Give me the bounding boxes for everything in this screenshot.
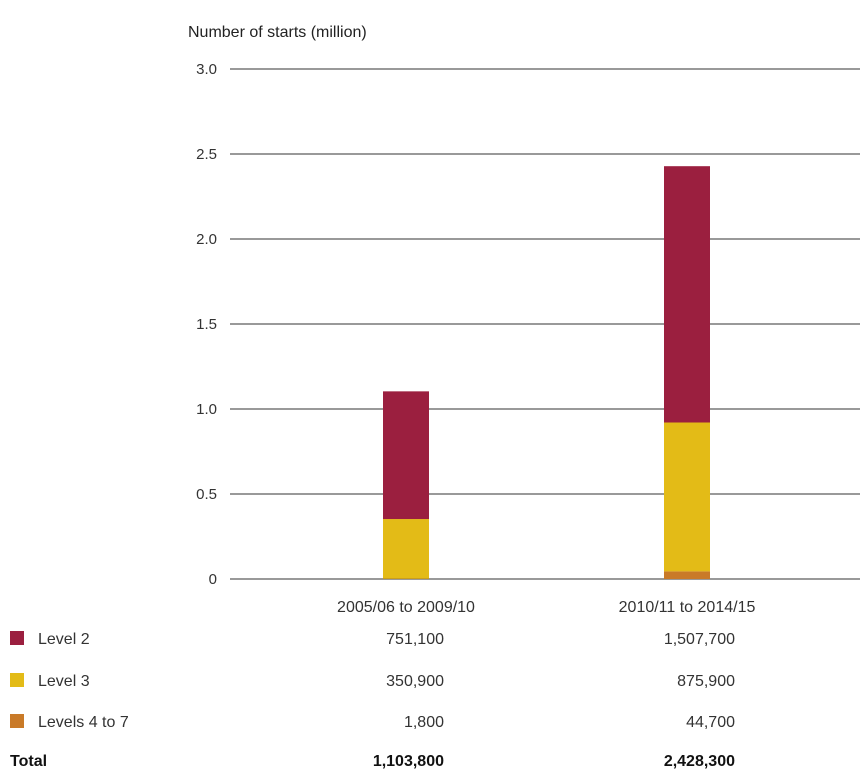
category-label: 2010/11 to 2014/15 (619, 599, 756, 616)
category-label: 2005/06 to 2009/10 (337, 599, 475, 616)
table-cell-value: 875,900 (677, 673, 735, 690)
bar-segment-levels-4-to-7 (664, 571, 710, 579)
table-cell-value: 44,700 (686, 714, 735, 731)
y-axis-label: Number of starts (million) (188, 24, 367, 41)
y-tick-label: 0 (209, 571, 217, 588)
legend-label: Level 2 (38, 631, 90, 648)
data-table: Level 2 751,100 1,507,700 Level 3 350,900 875… (10, 631, 735, 769)
y-tick-label: 1.5 (196, 316, 217, 333)
bar-segment-level-3 (383, 519, 429, 579)
bar-segment-level-2 (383, 391, 429, 520)
table-cell-value: 350,900 (386, 673, 444, 690)
legend-label: Level 3 (38, 673, 90, 690)
y-tick-label: 2.0 (196, 231, 217, 248)
y-tick-label: 1.0 (196, 401, 217, 418)
total-value: 2,428,300 (664, 753, 735, 769)
y-tick-label: 3.0 (196, 61, 217, 78)
gridlines (230, 68, 860, 580)
y-tick-label: 0.5 (196, 486, 217, 503)
legend-swatch (10, 673, 24, 687)
total-value: 1,103,800 (373, 753, 444, 769)
table-cell-value: 1,800 (404, 714, 444, 731)
bars (383, 166, 710, 579)
bar-segment-level-2 (664, 166, 710, 423)
total-label: Total (10, 753, 47, 769)
legend-swatch (10, 631, 24, 645)
table-cell-value: 1,507,700 (664, 631, 735, 648)
table-cell-value: 751,100 (386, 631, 444, 648)
category-labels: 2005/06 to 2009/10 2010/11 to 2014/15 (337, 599, 755, 616)
y-tick-label: 2.5 (196, 146, 217, 163)
y-tick-labels: 3.0 2.5 2.0 1.5 1.0 0.5 0 (196, 61, 217, 588)
bar-segment-level-3 (664, 422, 710, 572)
legend-swatch (10, 714, 24, 728)
legend-label: Levels 4 to 7 (38, 714, 129, 731)
